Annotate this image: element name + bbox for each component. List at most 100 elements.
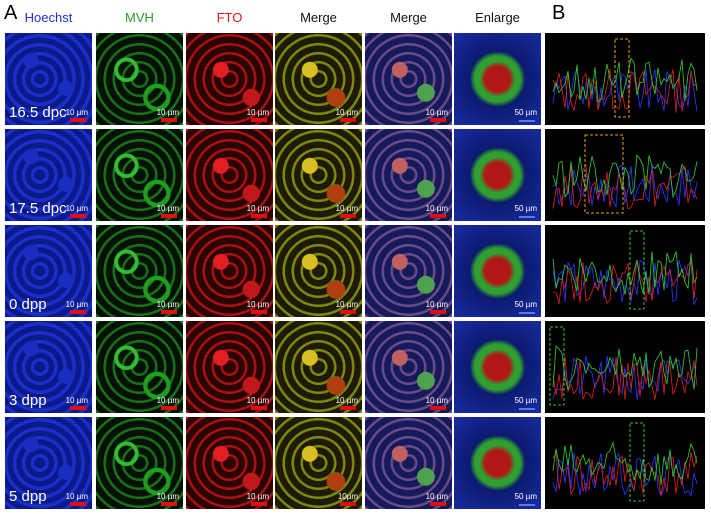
micrograph: 50 µm: [454, 33, 541, 125]
trace: [552, 163, 698, 210]
highlight-box: [549, 326, 565, 406]
scale-bar: [70, 406, 86, 410]
profile-traces: [552, 38, 698, 118]
row-label: 3 dpp: [9, 392, 47, 409]
panel-label: B: [552, 2, 566, 24]
highlight-box: [584, 134, 624, 214]
scale-bar-label: 50 µm: [514, 108, 537, 117]
scale-bar-label: 10 µm: [246, 204, 269, 213]
panel-label: A: [4, 2, 18, 24]
scale-bar-label: 10 µm: [335, 300, 358, 309]
scale-bar-label: 10 µm: [246, 108, 269, 117]
scale-bar: [70, 118, 86, 122]
scale-bar: [161, 214, 177, 218]
scale-bar: [161, 502, 177, 506]
micrograph: 10 µm: [96, 417, 183, 509]
scale-bar: [430, 214, 446, 218]
row-label: 5 dpp: [9, 488, 47, 505]
micrograph: 10 µm: [365, 129, 452, 221]
scale-bar-label: 10µm: [337, 492, 358, 501]
trace: [552, 356, 698, 400]
scale-bar: [70, 502, 86, 506]
column-header: MVH: [125, 10, 154, 25]
micrograph: 10 µm: [275, 225, 362, 317]
micrograph: 10 µm: [186, 417, 273, 509]
micrograph: 10 µm: [96, 321, 183, 413]
profile-plot: [545, 225, 705, 317]
column-header: Merge: [390, 10, 427, 25]
scale-bar: [251, 214, 267, 218]
micrograph: 10 µm: [365, 321, 452, 413]
profile-plot: [545, 417, 705, 509]
scale-bar-label: 10 µm: [425, 108, 448, 117]
profile-plot: [545, 321, 705, 413]
micrograph: 10 µm: [275, 321, 362, 413]
profile-plot: [545, 33, 705, 125]
scale-bar-label: 10 µm: [156, 204, 179, 213]
micrograph: 0 dpp 10 µm: [5, 225, 92, 317]
micrograph: 10 µm: [96, 225, 183, 317]
micrograph: 10 µm: [275, 129, 362, 221]
micrograph: 50 µm: [454, 321, 541, 413]
highlight-box: [629, 230, 645, 310]
scale-bar: [519, 504, 535, 506]
trace: [552, 441, 698, 486]
scale-bar: [251, 502, 267, 506]
micrograph: 10µm: [275, 417, 362, 509]
scale-bar-label: 10 µm: [65, 396, 88, 405]
scale-bar: [519, 120, 535, 122]
micrograph: 10 µm: [365, 417, 452, 509]
trace: [552, 452, 698, 498]
scale-bar: [340, 310, 356, 314]
trace: [552, 345, 698, 391]
row-label: 16.5 dpc: [9, 104, 67, 121]
scale-bar: [340, 406, 356, 410]
scale-bar: [70, 214, 86, 218]
scale-bar: [251, 406, 267, 410]
micrograph: 10 µm: [275, 33, 362, 125]
scale-bar-label: 10 µm: [335, 204, 358, 213]
scale-bar: [430, 118, 446, 122]
micrograph: 50 µm: [454, 129, 541, 221]
micrograph: 10 µm: [186, 225, 273, 317]
trace: [552, 154, 698, 199]
row-label: 0 dpp: [9, 296, 47, 313]
highlight-box: [614, 38, 630, 118]
profile-traces: [552, 230, 698, 310]
column-header: Enlarge: [475, 10, 520, 25]
trace: [552, 57, 698, 103]
scale-bar-label: 50 µm: [514, 300, 537, 309]
trace: [552, 260, 698, 304]
profile-traces: [552, 134, 698, 214]
column-header: Hoechst: [24, 10, 73, 25]
profile-traces: [552, 422, 698, 502]
micrograph: 10 µm: [186, 129, 273, 221]
scale-bar-label: 10 µm: [425, 204, 448, 213]
trace: [552, 356, 698, 400]
scale-bar-label: 50 µm: [514, 396, 537, 405]
profile-plot: [545, 129, 705, 221]
micrograph: 17.5 dpc 10 µm: [5, 129, 92, 221]
micrograph: 10 µm: [365, 225, 452, 317]
scale-bar: [251, 310, 267, 314]
micrograph: 50 µm: [454, 225, 541, 317]
micrograph: 10 µm: [96, 129, 183, 221]
scale-bar-label: 10 µm: [65, 492, 88, 501]
scale-bar: [161, 118, 177, 122]
scale-bar-label: 50 µm: [514, 492, 537, 501]
scale-bar: [430, 502, 446, 506]
trace: [552, 451, 698, 496]
scale-bar: [70, 310, 86, 314]
scale-bar-label: 10 µm: [246, 300, 269, 309]
micrograph: 5 dpp 10 µm: [5, 417, 92, 509]
scale-bar-label: 10 µm: [425, 300, 448, 309]
trace: [552, 68, 698, 112]
scale-bar: [340, 502, 356, 506]
column-header: FTO: [216, 10, 243, 25]
scale-bar-label: 10 µm: [246, 492, 269, 501]
micrograph: 50 µm: [454, 417, 541, 509]
scale-bar-label: 10 µm: [65, 108, 88, 117]
scale-bar-label: 10 µm: [246, 396, 269, 405]
micrograph: 10 µm: [96, 33, 183, 125]
